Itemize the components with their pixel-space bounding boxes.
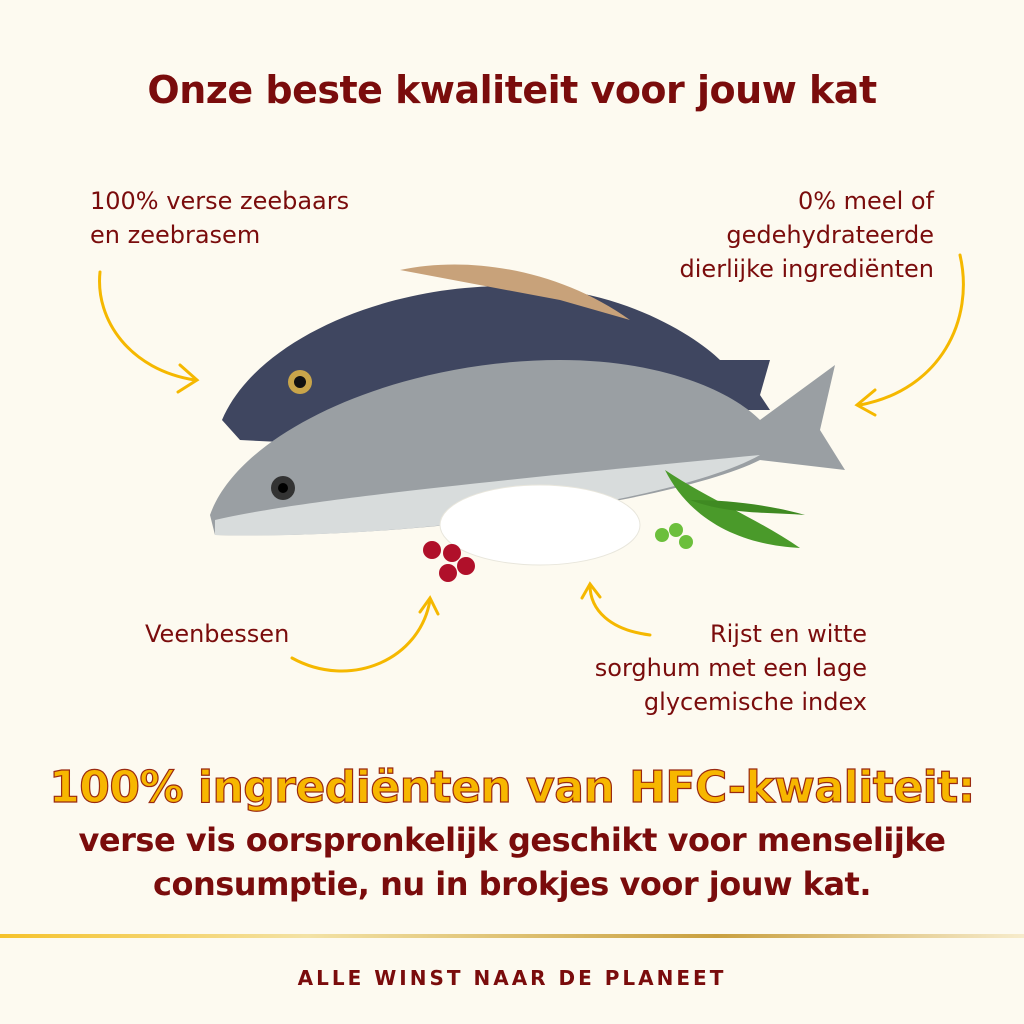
callout-line: en zeebrasem [90, 221, 261, 249]
cranberries-image [423, 541, 475, 582]
subline-line: consumptie, nu in brokjes voor jouw kat. [153, 865, 872, 903]
callout-cranberries: Veenbessen [145, 617, 289, 651]
subline-line: verse vis oorspronkelijk geschikt voor m… [78, 821, 946, 859]
headline: 100% ingrediënten van HFC-kwaliteit: [49, 761, 976, 813]
divider [0, 934, 1024, 938]
footer-tagline: ALLE WINST NAAR DE PLANEET [297, 966, 727, 990]
callout-line: Veenbessen [145, 620, 290, 648]
peas-image [655, 470, 805, 549]
subline: verse vis oorspronkelijk geschikt voor m… [0, 818, 1024, 906]
callout-line: glycemische index [643, 688, 867, 716]
page-title: Onze beste kwaliteit voor jouw kat [147, 68, 877, 112]
callout-line: sorghum met een lage [594, 654, 867, 682]
callout-line: gedehydrateerde [726, 221, 934, 249]
callout-line: Rijst en witte [709, 620, 867, 648]
rice-image [439, 484, 641, 566]
callout-line: 0% meel of [797, 187, 934, 215]
callout-rice: Rijst en witte sorghum met een lage glyc… [595, 617, 867, 719]
callout-line: 100% verse zeebaars [90, 187, 350, 215]
callout-no-meal: 0% meel of gedehydrateerde dierlijke ing… [680, 184, 934, 286]
curved-arrow-icon [98, 253, 965, 673]
callout-fish: 100% verse zeebaars en zeebrasem [90, 184, 349, 252]
callout-line: dierlijke ingrediënten [679, 255, 934, 283]
product-illustration [98, 253, 965, 673]
